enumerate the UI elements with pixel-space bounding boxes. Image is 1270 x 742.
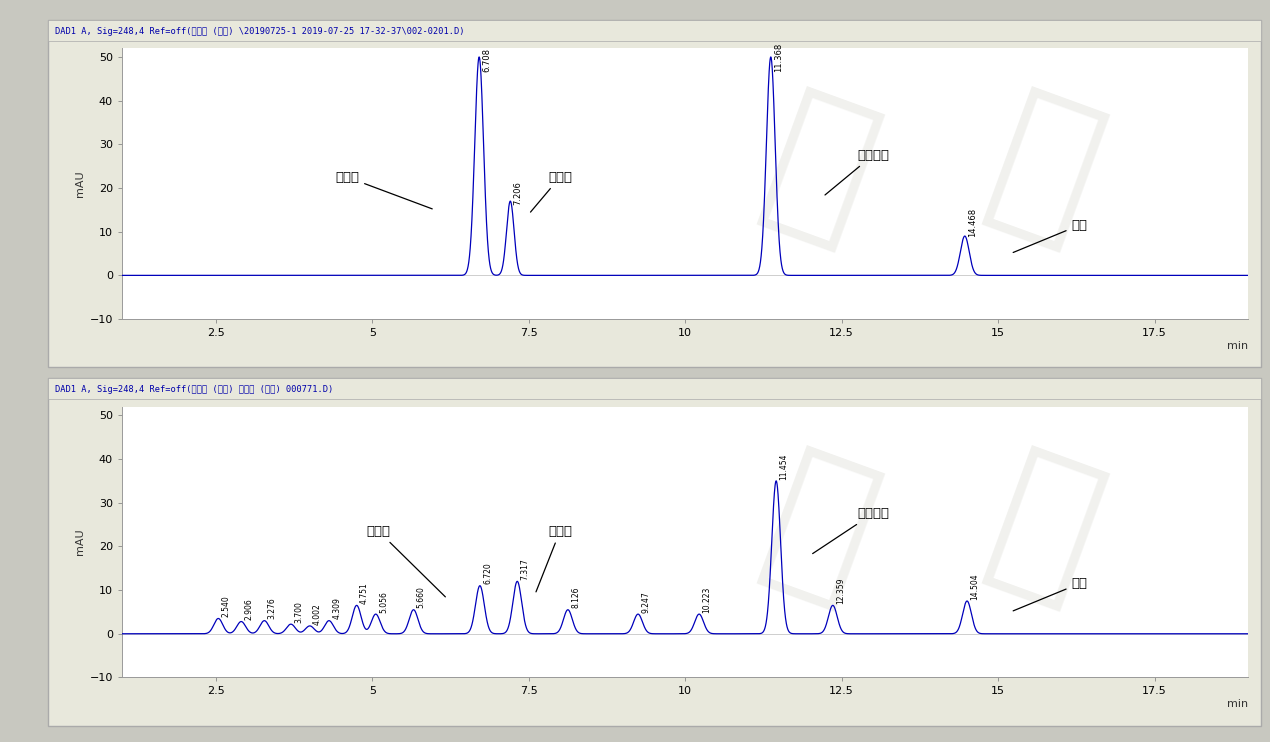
Text: 尿苷: 尿苷 xyxy=(1013,577,1087,611)
Text: 3.700: 3.700 xyxy=(295,601,304,623)
Text: 爻: 爻 xyxy=(970,76,1120,264)
Text: 3.276: 3.276 xyxy=(268,597,277,620)
Text: 次黃嗈呐: 次黃嗈呐 xyxy=(826,149,889,195)
Y-axis label: mAU: mAU xyxy=(75,529,85,555)
Text: 6.720: 6.720 xyxy=(483,562,491,585)
Y-axis label: mAU: mAU xyxy=(75,171,85,197)
Text: 爻: 爻 xyxy=(745,76,895,264)
Text: 尿苷: 尿苷 xyxy=(1013,219,1087,252)
Text: min: min xyxy=(1227,699,1248,709)
Text: 尿喧噸: 尿喧噸 xyxy=(367,525,446,597)
Text: 7.317: 7.317 xyxy=(521,558,530,580)
Text: 黃嗈呐: 黃嗈呐 xyxy=(531,171,572,212)
Text: DAD1 A, Sig=248,4 Ref=off(提取物 (标准) 提取物 (标准) 000771.D): DAD1 A, Sig=248,4 Ref=off(提取物 (标准) 提取物 (… xyxy=(55,385,333,394)
Text: min: min xyxy=(1227,341,1248,351)
Text: 11.368: 11.368 xyxy=(773,43,782,72)
Text: 7.206: 7.206 xyxy=(513,181,522,205)
Text: 6.708: 6.708 xyxy=(483,48,491,72)
Text: 14.504: 14.504 xyxy=(970,573,979,600)
Text: 2.540: 2.540 xyxy=(221,595,230,617)
Text: 10.223: 10.223 xyxy=(702,586,711,613)
Text: 5.056: 5.056 xyxy=(378,591,387,613)
Text: 爻: 爻 xyxy=(970,435,1120,623)
Text: 次黃嗈呐: 次黃嗈呐 xyxy=(813,508,889,554)
Text: 11.454: 11.454 xyxy=(780,453,789,479)
Text: DAD1 A, Sig=248,4 Ref=off(提取物 (标准) \20190725-1 2019-07-25 17-32-37\002-0201.D): DAD1 A, Sig=248,4 Ref=off(提取物 (标准) \2019… xyxy=(55,27,464,36)
Text: 尿喧噸: 尿喧噸 xyxy=(335,171,432,209)
Text: 4.002: 4.002 xyxy=(312,603,321,625)
Text: 14.468: 14.468 xyxy=(968,208,977,237)
Text: 4.751: 4.751 xyxy=(359,582,368,604)
Text: 8.126: 8.126 xyxy=(572,587,580,608)
Text: 爻: 爻 xyxy=(745,435,895,623)
Text: 2.906: 2.906 xyxy=(244,599,253,620)
Text: 4.309: 4.309 xyxy=(333,597,342,620)
Text: 5.660: 5.660 xyxy=(417,587,425,608)
Text: 9.247: 9.247 xyxy=(641,591,650,613)
Text: 12.359: 12.359 xyxy=(836,577,845,604)
Text: 黃嗈呐: 黃嗈呐 xyxy=(536,525,572,592)
